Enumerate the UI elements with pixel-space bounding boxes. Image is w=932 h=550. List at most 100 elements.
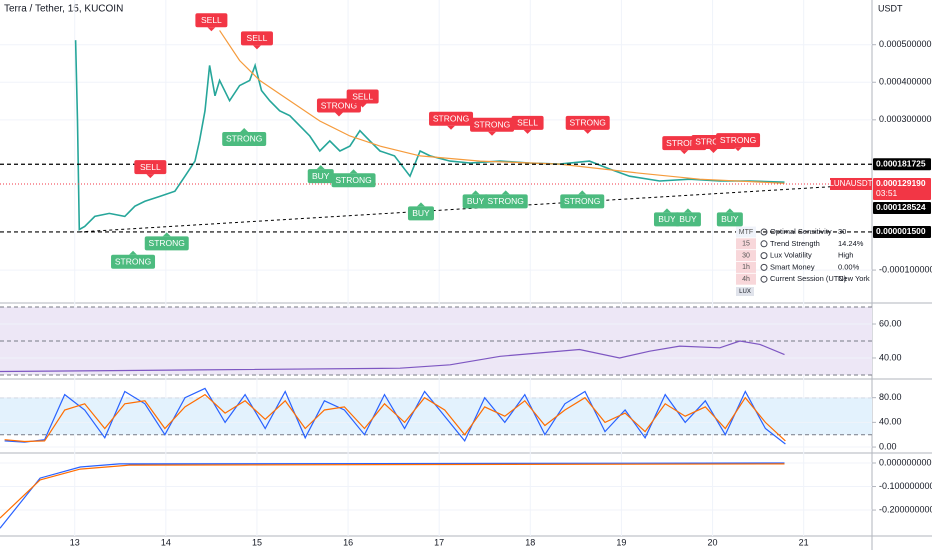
signal-pointer [252, 45, 261, 50]
signal-label: BUY [721, 214, 739, 224]
symbol-box [830, 177, 872, 190]
signal-pointer [725, 208, 734, 213]
y-tick-label: 0.00 [879, 441, 897, 451]
dashboard-brand: LUX [739, 289, 751, 295]
signal-pointer [501, 190, 510, 195]
x-tick-label: 14 [161, 537, 171, 547]
dashboard-icon [760, 275, 768, 283]
signal-pointer [447, 125, 456, 130]
price-box-label: 0.000181725 [876, 159, 926, 169]
symbol-label: LUNAUSDT [829, 179, 872, 188]
signal-box [144, 236, 189, 251]
price-box [873, 201, 931, 214]
signal-box [560, 194, 605, 209]
signal-box [565, 115, 610, 130]
series-line [219, 30, 785, 184]
signal-box [429, 111, 474, 126]
y-tick-label: 0.000000000 [879, 457, 932, 467]
series-line [4, 393, 786, 443]
signal-pointer [488, 131, 497, 136]
price-box [873, 225, 931, 238]
y-tick-label: 0.000300000 [879, 114, 932, 124]
signal-label: BUY [658, 214, 676, 224]
dashboard-cell [736, 226, 756, 238]
signal-label: BUY [412, 208, 430, 218]
y-tick-label: -0.000100000 [879, 264, 932, 274]
dashboard-cell [736, 261, 756, 273]
dashboard-brand-box [736, 287, 754, 296]
signal-pointer [334, 112, 343, 117]
y-tick-label: -0.100000000 [879, 481, 932, 491]
dashboard-value: 30 [838, 227, 846, 236]
series-line [0, 462, 785, 529]
signal-pointer [471, 190, 480, 195]
signal-label: BUY [312, 171, 330, 181]
signal-pointer [709, 148, 718, 153]
signal-pointer [349, 169, 358, 174]
price-box [873, 177, 931, 200]
signal-pointer [734, 147, 743, 152]
signal-label: SELL [247, 33, 268, 43]
signal-pointer [662, 208, 671, 213]
series-line [0, 463, 785, 519]
signal-box [470, 117, 515, 132]
y-tick-label: 60.00 [879, 318, 902, 328]
y-tick-label: 0.000400000 [879, 77, 932, 87]
dashboard-timeframe: 1h [742, 264, 750, 271]
signal-box [111, 254, 156, 269]
signal-box [195, 13, 228, 28]
signal-pointer [146, 174, 155, 179]
signal-box [307, 169, 334, 184]
dashboard-label: Smart Money [770, 262, 815, 271]
dashboard-icon [760, 252, 768, 260]
signal-label: STRONG [720, 135, 756, 145]
dashboard-label: Optimal Sensitivity [770, 227, 832, 236]
dashboard-icon [760, 228, 768, 236]
signal-pointer [416, 202, 425, 207]
countdown-label: 03:51 [876, 188, 898, 198]
signal-label: STRONG [474, 119, 510, 129]
signal-label: STRONG [115, 257, 151, 267]
signal-label: STRONG [564, 196, 600, 206]
y-tick-label: 0.000500000 [879, 39, 932, 49]
signal-label: BUY [679, 214, 697, 224]
signal-box [407, 206, 434, 221]
dashboard-label: Current Session (UTC) [770, 274, 847, 283]
signal-label: STRONG [666, 138, 702, 148]
signal-box [346, 89, 379, 104]
dashboard-cell [736, 250, 756, 262]
signal-box [222, 131, 267, 146]
signal-pointer [523, 129, 532, 134]
dashboard-value: New York [838, 274, 870, 283]
dashboard-timeframe: 4h [742, 276, 750, 283]
dashboard-cell [736, 273, 756, 285]
x-tick-label: 17 [434, 537, 444, 547]
dashboard-timeframe: MTF [739, 229, 753, 236]
price-box [873, 158, 931, 171]
signal-label: SELL [201, 15, 222, 25]
signal-pointer [578, 190, 587, 195]
dashboard-value: High [838, 251, 853, 260]
x-tick-label: 13 [70, 537, 80, 547]
dashboard-cell [736, 238, 756, 250]
signal-box [653, 212, 680, 227]
y-tick-label: 80.00 [879, 392, 902, 402]
series-line [0, 340, 785, 373]
signal-box [134, 160, 167, 175]
y-tick-label: 40.00 [879, 352, 902, 362]
axis-unit: USDT [878, 3, 903, 13]
signal-label: SELL [517, 118, 538, 128]
chart-title: Terra / Tether, 15, KUCOIN [4, 4, 123, 15]
signal-box [240, 31, 273, 46]
dashboard-timeframe: 15 [742, 241, 750, 248]
x-tick-label: 18 [525, 537, 535, 547]
y-tick-label: -0.200000000 [879, 504, 932, 514]
price-box-label: 0.000128524 [876, 202, 926, 212]
signal-label: BUY [467, 196, 485, 206]
dashboard-icon [760, 263, 768, 271]
price-box-label: 0.000129190 [876, 178, 926, 188]
x-tick-label: 15 [252, 537, 262, 547]
dashboard-timeframe: 30 [742, 252, 750, 259]
